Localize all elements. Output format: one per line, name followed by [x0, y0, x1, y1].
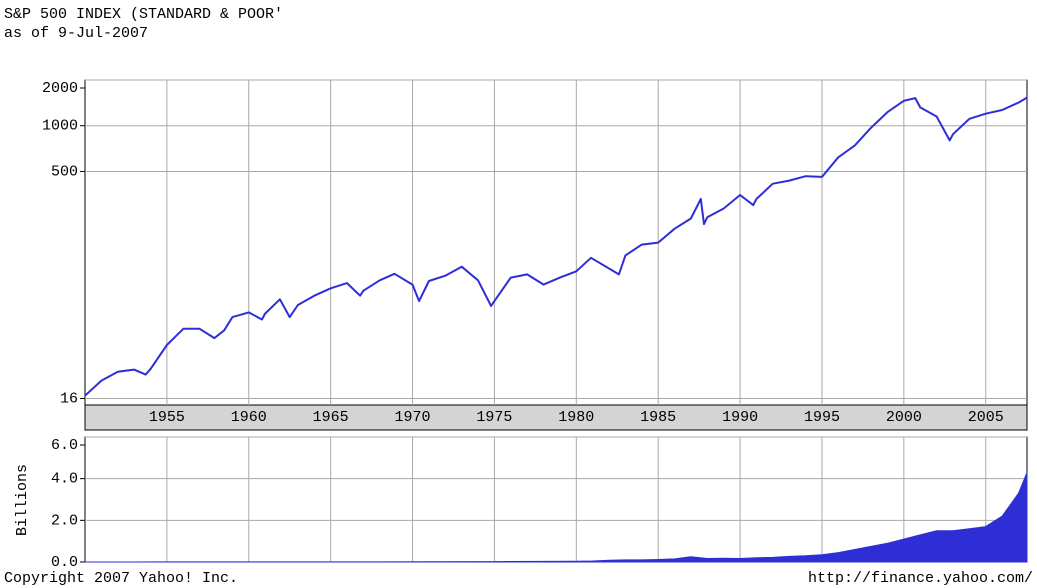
x-tick-label: 1985	[640, 409, 676, 426]
chart-subtitle: as of 9-Jul-2007	[4, 25, 148, 42]
x-tick-label: 1965	[313, 409, 349, 426]
plot-area	[84, 436, 1028, 563]
y-tick-label: 4.0	[51, 471, 78, 488]
chart-title: S&P 500 INDEX (STANDARD & POOR'	[4, 6, 283, 23]
x-tick-label: 1980	[558, 409, 594, 426]
x-tick-label: 2000	[886, 409, 922, 426]
y-tick-label: 2000	[42, 80, 78, 97]
date-band	[84, 404, 1028, 431]
x-tick-label: 1960	[231, 409, 267, 426]
price-line	[84, 96, 1028, 397]
x-tick-label: 1970	[395, 409, 431, 426]
y-tick-label: 16	[60, 390, 78, 407]
plot-area	[84, 79, 1028, 406]
y-tick-label: 0.0	[51, 554, 78, 571]
footer-right: http://finance.yahoo.com/	[808, 570, 1033, 587]
y-tick-label: 1000	[42, 118, 78, 135]
y-axis-label: Billions	[14, 464, 31, 536]
y-tick-label: 2.0	[51, 512, 78, 529]
x-tick-label: 1975	[476, 409, 512, 426]
x-tick-label: 1990	[722, 409, 758, 426]
volume-area	[84, 472, 1028, 563]
y-tick-label: 500	[51, 163, 78, 180]
x-tick-label: 1955	[149, 409, 185, 426]
x-tick-label: 2005	[968, 409, 1004, 426]
footer-left: Copyright 2007 Yahoo! Inc.	[4, 570, 238, 587]
y-tick-label: 6.0	[51, 437, 78, 454]
x-tick-label: 1995	[804, 409, 840, 426]
